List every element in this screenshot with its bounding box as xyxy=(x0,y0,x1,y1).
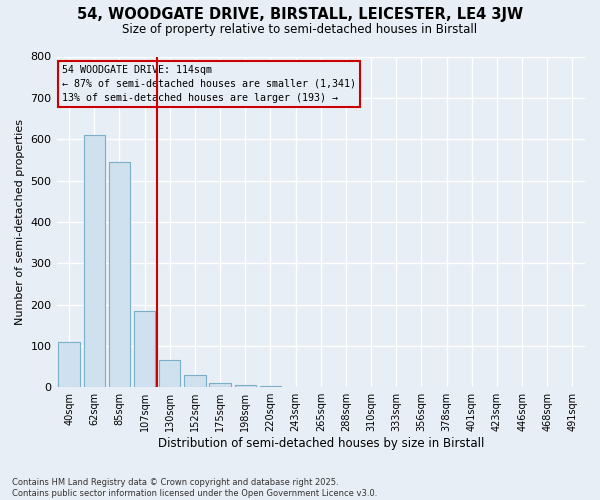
X-axis label: Distribution of semi-detached houses by size in Birstall: Distribution of semi-detached houses by … xyxy=(158,437,484,450)
Bar xyxy=(209,383,231,387)
Bar xyxy=(134,310,155,387)
Text: 54, WOODGATE DRIVE, BIRSTALL, LEICESTER, LE4 3JW: 54, WOODGATE DRIVE, BIRSTALL, LEICESTER,… xyxy=(77,8,523,22)
Y-axis label: Number of semi-detached properties: Number of semi-detached properties xyxy=(15,119,25,325)
Bar xyxy=(159,360,181,387)
Bar xyxy=(235,385,256,387)
Text: Contains HM Land Registry data © Crown copyright and database right 2025.
Contai: Contains HM Land Registry data © Crown c… xyxy=(12,478,377,498)
Bar xyxy=(58,342,80,387)
Bar xyxy=(109,162,130,387)
Text: Size of property relative to semi-detached houses in Birstall: Size of property relative to semi-detach… xyxy=(122,22,478,36)
Bar xyxy=(184,375,206,387)
Bar xyxy=(260,386,281,387)
Text: 54 WOODGATE DRIVE: 114sqm
← 87% of semi-detached houses are smaller (1,341)
13% : 54 WOODGATE DRIVE: 114sqm ← 87% of semi-… xyxy=(62,65,356,103)
Bar xyxy=(83,135,105,387)
